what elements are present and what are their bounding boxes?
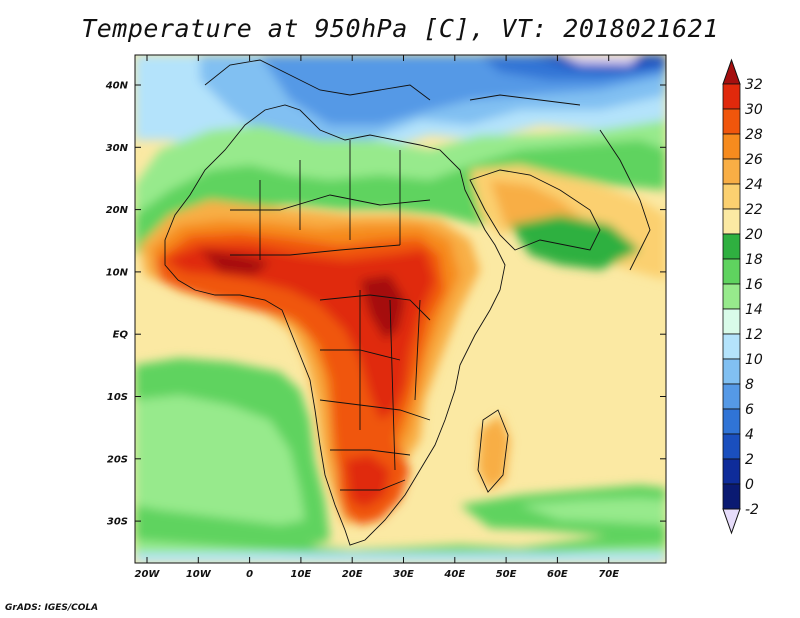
colorbar-label: -2 (745, 502, 759, 518)
longitude-label: 20E (342, 569, 363, 580)
colorbar-label: 4 (745, 427, 754, 443)
colorbar-label: 30 (745, 102, 763, 118)
longitude-axis: 20W 10W 0 10E 20E 30E 40E 50E 60E 70E (135, 569, 620, 580)
colorbar-label: 32 (745, 77, 763, 93)
latitude-label: 20N (106, 205, 129, 216)
coastlines (164, 59, 651, 546)
colorbar-swatch (722, 358, 741, 385)
colorbar-swatch (722, 408, 741, 435)
latitude-label: 10N (106, 267, 129, 278)
longitude-label: 40E (443, 569, 465, 580)
colorbar-swatch (722, 208, 741, 235)
colorbar-swatch (722, 108, 741, 135)
colorbar-min-arrow (722, 508, 741, 535)
latitude-axis: 40N 30N 20N 10N EQ 10S 20S 30S (105, 81, 129, 528)
colorbar-swatch (722, 483, 741, 510)
colorbar-label: 2 (745, 452, 754, 468)
colorbar-label: 6 (745, 402, 754, 418)
latitude-label: 40N (105, 81, 129, 92)
axis-ticks (135, 55, 666, 563)
colorbar-swatch (722, 333, 741, 360)
longitude-label: 60E (547, 569, 568, 580)
colorbar-swatch (722, 233, 741, 260)
colorbar-swatch (722, 183, 741, 210)
latitude-label: 30S (107, 517, 128, 528)
temperature-field (135, 55, 666, 563)
colorbar-label: 22 (745, 202, 763, 218)
longitude-label: 20W (135, 569, 161, 580)
colorbar-swatch (722, 258, 741, 285)
longitude-label: 70E (598, 569, 619, 580)
longitude-label: 10W (186, 569, 212, 580)
longitude-label: 50E (496, 569, 517, 580)
credit-label: GrADS: IGES/COLA (5, 603, 99, 613)
map-title: Temperature at 950hPa [C], VT: 201802162… (81, 14, 719, 43)
colorbar-label: 18 (745, 252, 763, 268)
colorbar-label: 28 (745, 127, 763, 143)
latitude-label: EQ (113, 330, 129, 341)
colorbar-label: 20 (745, 227, 763, 243)
colorbar-label: 0 (745, 477, 754, 493)
colorbar-swatch (722, 458, 741, 485)
longitude-label: 10E (291, 569, 312, 580)
latitude-label: 30N (106, 143, 129, 154)
map-frame (134, 54, 667, 564)
colorbar-label: 10 (745, 352, 763, 368)
colorbar-max-arrow (722, 58, 741, 85)
longitude-label: 0 (246, 569, 253, 580)
colorbar-label: 12 (745, 327, 763, 343)
colorbar-label: 16 (745, 277, 763, 293)
colorbar-swatch (722, 158, 741, 185)
colorbar-label: 24 (745, 177, 763, 193)
colorbar-swatch (722, 133, 741, 160)
latitude-label: 20S (107, 454, 128, 465)
colorbar-swatch (722, 83, 741, 110)
longitude-label: 30E (393, 569, 414, 580)
colorbar-label: 8 (745, 377, 754, 393)
colorbar-swatch (722, 283, 741, 310)
colorbar-swatch (722, 383, 741, 410)
colorbar-swatch (722, 308, 741, 335)
latitude-label: 10S (107, 392, 128, 403)
colorbar-label: 26 (745, 152, 763, 168)
colorbar-swatch (722, 433, 741, 460)
colorbar-label: 14 (745, 302, 763, 318)
